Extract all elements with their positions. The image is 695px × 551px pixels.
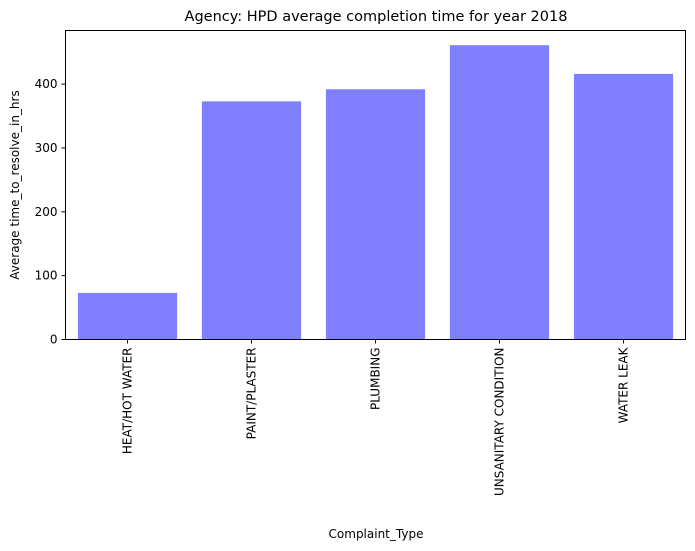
y-tick-label-4: 400 <box>35 77 58 91</box>
y-tick-label-1: 100 <box>35 269 58 283</box>
bars-group <box>77 45 674 340</box>
x-tick-label-4: WATER LEAK <box>617 346 631 423</box>
y-tick-label-2: 200 <box>35 205 58 219</box>
x-tick-label-2: PLUMBING <box>369 348 383 411</box>
bar-4 <box>573 73 674 340</box>
bar-3 <box>449 45 550 340</box>
y-axis-title: Average time_to_resolve_in_hrs <box>8 90 22 279</box>
x-tick-label-0: HEAT/HOT WATER <box>121 348 135 455</box>
chart-title: Agency: HPD average completion time for … <box>185 9 568 25</box>
bar-0 <box>77 292 178 340</box>
x-axis-title: Complaint_Type <box>329 527 424 541</box>
y-tick-label-0: 0 <box>50 333 58 347</box>
y-tick-group: 0 100 200 300 400 <box>35 77 66 347</box>
plot-frame <box>65 30 686 340</box>
x-tick-group: HEAT/HOT WATER PAINT/PLASTER PLUMBING UNSAN… <box>121 339 631 497</box>
bar-2 <box>325 89 426 340</box>
x-tick-label-1: PAINT/PLASTER <box>245 348 259 440</box>
bar-1 <box>201 101 302 340</box>
y-tick-label-3: 300 <box>35 141 58 155</box>
x-tick-label-3: UNSANITARY CONDITION <box>493 348 507 497</box>
